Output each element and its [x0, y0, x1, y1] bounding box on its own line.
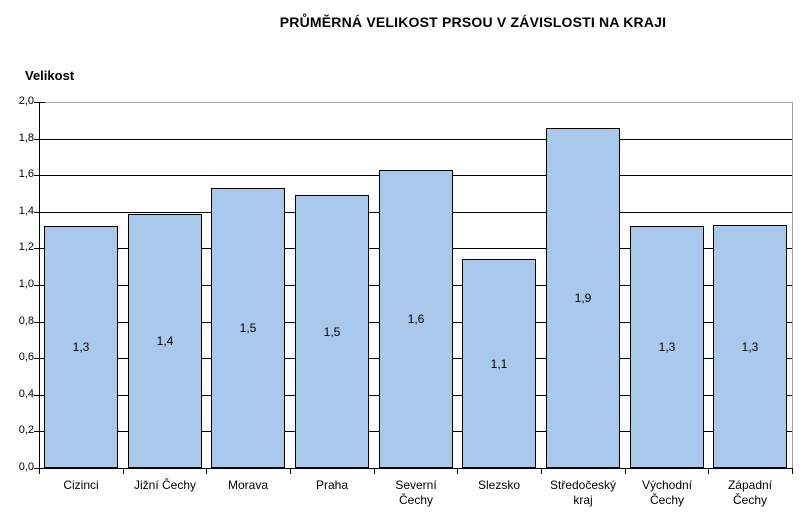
x-axis-tick: [457, 468, 458, 474]
bar-value-label: 1,4: [156, 334, 174, 348]
y-axis-tick-label: 0,0: [18, 461, 34, 473]
x-axis-tick: [39, 468, 40, 474]
y-axis-tick: [34, 358, 45, 359]
y-axis-tick-label: 0,8: [18, 315, 34, 327]
x-axis-tick: [290, 468, 291, 474]
bar-value-label: 1,1: [490, 357, 508, 371]
bar-7: [546, 128, 620, 468]
x-axis-tick: [708, 468, 709, 474]
x-axis-tick: [374, 468, 375, 474]
bar-4: [295, 195, 369, 468]
gridline: [39, 139, 792, 140]
bar-8: [630, 226, 704, 468]
y-axis-tick: [34, 102, 45, 103]
plot-top-border: [39, 102, 792, 103]
y-axis-tick: [34, 322, 45, 323]
x-axis-category-label: Slezsko: [477, 478, 521, 492]
bar-value-label: 1,9: [574, 291, 592, 305]
x-axis-category-label: Cizinci: [63, 478, 99, 492]
x-axis-tick: [792, 468, 793, 474]
y-axis-tick: [34, 431, 45, 432]
x-axis-category-label: Východní Čechy: [641, 478, 693, 507]
y-axis-tick: [34, 395, 45, 396]
chart-title: PRŮMĚRNÁ VELIKOST PRSOU V ZÁVISLOSTI NA …: [279, 14, 667, 30]
bar-value-label: 1,5: [239, 321, 257, 335]
x-axis-tick: [206, 468, 207, 474]
x-axis-tick: [625, 468, 626, 474]
x-axis-tick: [541, 468, 542, 474]
y-axis-tick: [34, 248, 45, 249]
plot-right-border: [792, 102, 793, 469]
x-axis-line: [39, 468, 793, 469]
x-axis-category-label: Severní Čechy: [395, 478, 437, 507]
y-axis-tick-label: 0,2: [18, 424, 34, 436]
y-axis-tick-label: 1,6: [18, 168, 34, 180]
x-axis-tick: [123, 468, 124, 474]
y-axis-tick: [34, 212, 45, 213]
bar-1: [44, 226, 118, 468]
y-axis-tick-label: 0,6: [18, 351, 34, 363]
x-axis-category-label: Praha: [315, 478, 349, 492]
bar-9: [713, 225, 787, 468]
bar-2: [128, 214, 202, 468]
bar-value-label: 1,3: [741, 340, 759, 354]
bar-3: [211, 188, 285, 468]
y-axis-tick: [34, 175, 45, 176]
y-axis-tick-label: 0,4: [18, 388, 34, 400]
y-axis-tick: [34, 285, 45, 286]
x-axis-category-label: Středočeský kraj: [549, 478, 617, 507]
x-axis-category-label: Západní Čechy: [727, 478, 773, 507]
bar-value-label: 1,3: [72, 340, 90, 354]
bar-value-label: 1,5: [323, 325, 341, 339]
y-axis-tick-label: 1,4: [18, 205, 34, 217]
y-axis-tick-label: 1,8: [18, 132, 34, 144]
y-axis-tick-label: 1,0: [18, 278, 34, 290]
y-axis-tick: [34, 139, 45, 140]
x-axis-category-label: Jižní Čechy: [133, 478, 197, 492]
bar-5: [379, 170, 453, 468]
bar-6: [462, 259, 536, 468]
y-axis-title: Velikost: [25, 68, 75, 83]
y-axis-tick-label: 1,2: [18, 241, 34, 253]
y-axis-tick-label: 2,0: [18, 95, 34, 107]
x-axis-category-label: Morava: [227, 478, 268, 492]
bar-value-label: 1,3: [658, 340, 676, 354]
bar-value-label: 1,6: [407, 312, 425, 326]
